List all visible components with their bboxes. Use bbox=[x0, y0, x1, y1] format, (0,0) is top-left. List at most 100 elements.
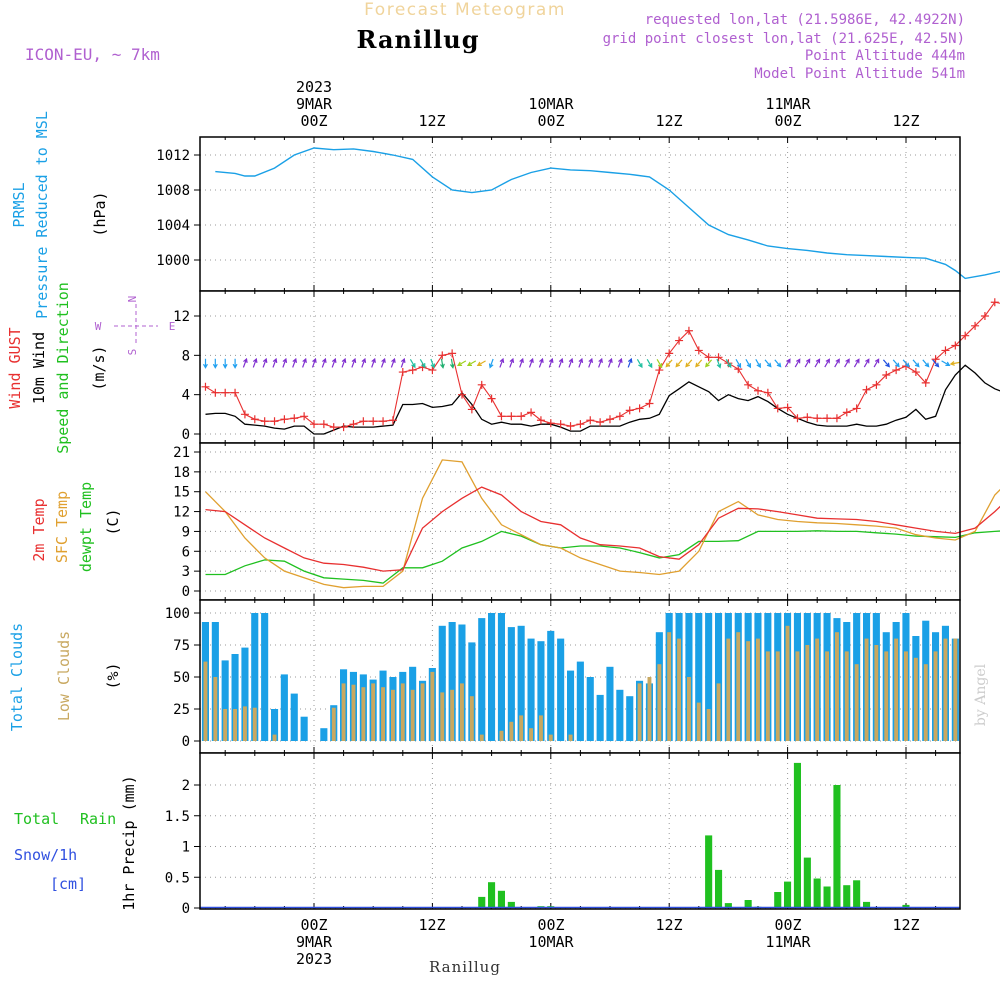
bottom-hour-3: 12Z bbox=[655, 916, 682, 934]
wind-gust-marker bbox=[951, 341, 960, 350]
pressure-ylabel: (hPa) bbox=[91, 191, 109, 236]
bottom-hour-2: 00Z bbox=[537, 916, 564, 934]
cloud-low-bar bbox=[410, 689, 415, 741]
cloud-total-bar bbox=[448, 622, 456, 741]
top-hour-1: 12Z bbox=[418, 112, 445, 130]
cloud-low-bar bbox=[844, 651, 849, 741]
wind-arrow bbox=[794, 358, 801, 368]
wind-gust-marker bbox=[615, 412, 624, 421]
cloud-low-bar bbox=[953, 638, 958, 741]
wind-arrow bbox=[745, 359, 752, 369]
cloud-low-bar bbox=[460, 683, 464, 741]
cloud-low-bar bbox=[371, 683, 376, 741]
wind-gust-marker bbox=[576, 420, 585, 429]
cloud-low-bar bbox=[815, 638, 820, 741]
cloud-total-bar bbox=[438, 625, 446, 741]
cloud-low-bar bbox=[479, 734, 484, 741]
cloud-total-bar bbox=[458, 624, 466, 741]
cloud-total-bar bbox=[221, 660, 229, 741]
wind-arrow bbox=[716, 358, 722, 369]
precip-bar bbox=[715, 869, 723, 908]
precip-bar bbox=[813, 878, 821, 908]
wind-arrow bbox=[262, 357, 268, 368]
wind-gust-marker bbox=[704, 353, 713, 362]
cloud-total-bar bbox=[616, 689, 624, 741]
wind-gust-marker bbox=[803, 413, 812, 422]
wind-arrow bbox=[646, 359, 653, 369]
cloud-total-bar bbox=[567, 670, 575, 741]
cloud-low-bar bbox=[835, 632, 839, 741]
temp-ytick-label: 21 bbox=[173, 445, 190, 461]
wind-gust-marker bbox=[596, 418, 605, 427]
precip-label-cm: [cm] bbox=[50, 875, 86, 893]
bottom-hour-4: 00Z bbox=[774, 916, 801, 934]
wind-arrow bbox=[636, 359, 643, 369]
wind-arrow bbox=[409, 359, 416, 369]
wind-gust-marker bbox=[369, 417, 378, 426]
wind-gust-marker bbox=[714, 353, 723, 362]
wind-gust-marker bbox=[832, 414, 841, 423]
wind-gust-marker bbox=[300, 412, 309, 421]
wind-gust-marker bbox=[438, 351, 447, 360]
wind-gust-marker bbox=[398, 368, 407, 377]
cloud-low-bar bbox=[765, 651, 770, 741]
clouds-ytick-label: 25 bbox=[173, 702, 190, 718]
compass-north: N bbox=[126, 296, 139, 303]
wind-gust-marker bbox=[231, 388, 240, 397]
wind-arrow bbox=[292, 357, 297, 368]
cloud-low-bar bbox=[331, 707, 336, 741]
temp-label-dewpt: dewpt Temp bbox=[77, 482, 95, 572]
cloud-low-bar bbox=[252, 707, 257, 741]
precip-ytick-label: 1.5 bbox=[165, 809, 190, 825]
cloud-total-bar bbox=[468, 642, 476, 741]
precip-ylabel: 1hr Precip (mm) bbox=[120, 775, 138, 910]
wind-arrow bbox=[704, 359, 713, 368]
wind-gust-marker bbox=[517, 412, 526, 421]
wind-gust-marker bbox=[971, 321, 980, 330]
cloud-low-bar bbox=[233, 709, 237, 741]
wind-gust-marker bbox=[763, 388, 772, 397]
bottom-date-0: 9MAR bbox=[296, 933, 333, 951]
cloud-total-bar bbox=[576, 661, 584, 741]
cloud-low-bar bbox=[400, 683, 405, 741]
wind-arrow bbox=[302, 357, 307, 368]
wind-arrow bbox=[331, 357, 337, 368]
wind-gust-marker bbox=[487, 394, 496, 403]
wind-arrow bbox=[912, 359, 920, 368]
top-hour-5: 12Z bbox=[892, 112, 919, 130]
cloud-low-bar bbox=[785, 625, 790, 741]
precip-label-total: Total bbox=[14, 810, 59, 828]
wind-label-speed: Speed and Direction bbox=[54, 282, 72, 454]
wind-gust-marker bbox=[862, 385, 871, 394]
wind-gust-marker bbox=[734, 365, 743, 374]
precip-label-snow: Snow/1h bbox=[14, 846, 77, 864]
wind-gust-marker bbox=[290, 414, 299, 423]
wind-gust-marker bbox=[280, 415, 289, 424]
cloud-low-bar bbox=[746, 641, 751, 741]
cloud-low-bar bbox=[469, 696, 474, 741]
precip-bar bbox=[902, 904, 910, 908]
cloud-low-bar bbox=[440, 692, 445, 741]
compass-rose: N S W E bbox=[95, 296, 176, 356]
wind-arrow bbox=[949, 361, 960, 366]
cloud-total-bar bbox=[695, 613, 703, 741]
cloud-low-bar bbox=[667, 632, 672, 741]
temp-2m-line bbox=[205, 486, 1000, 572]
wind-gust-marker bbox=[359, 417, 368, 426]
wind-arrow bbox=[222, 358, 228, 369]
wind-gust-marker bbox=[467, 405, 476, 414]
cloud-low-bar bbox=[341, 683, 346, 741]
wind-mean-line bbox=[205, 364, 1000, 435]
pressure-panel: 1000 1004 1008 1012 bbox=[156, 136, 1000, 292]
wind-arrow bbox=[380, 357, 386, 368]
wind-arrow bbox=[538, 357, 544, 368]
wind-arrow bbox=[457, 360, 467, 366]
cloud-low-bar bbox=[726, 638, 731, 741]
cloud-low-bar bbox=[203, 661, 208, 741]
pressure-ytick-label: 1004 bbox=[156, 218, 190, 234]
faded-title: Forecast Meteogram bbox=[364, 0, 566, 20]
wind-arrow bbox=[578, 357, 584, 368]
cloud-low-bar bbox=[923, 664, 928, 741]
wind-arrow bbox=[627, 357, 633, 368]
wind-gust-marker bbox=[783, 403, 792, 412]
